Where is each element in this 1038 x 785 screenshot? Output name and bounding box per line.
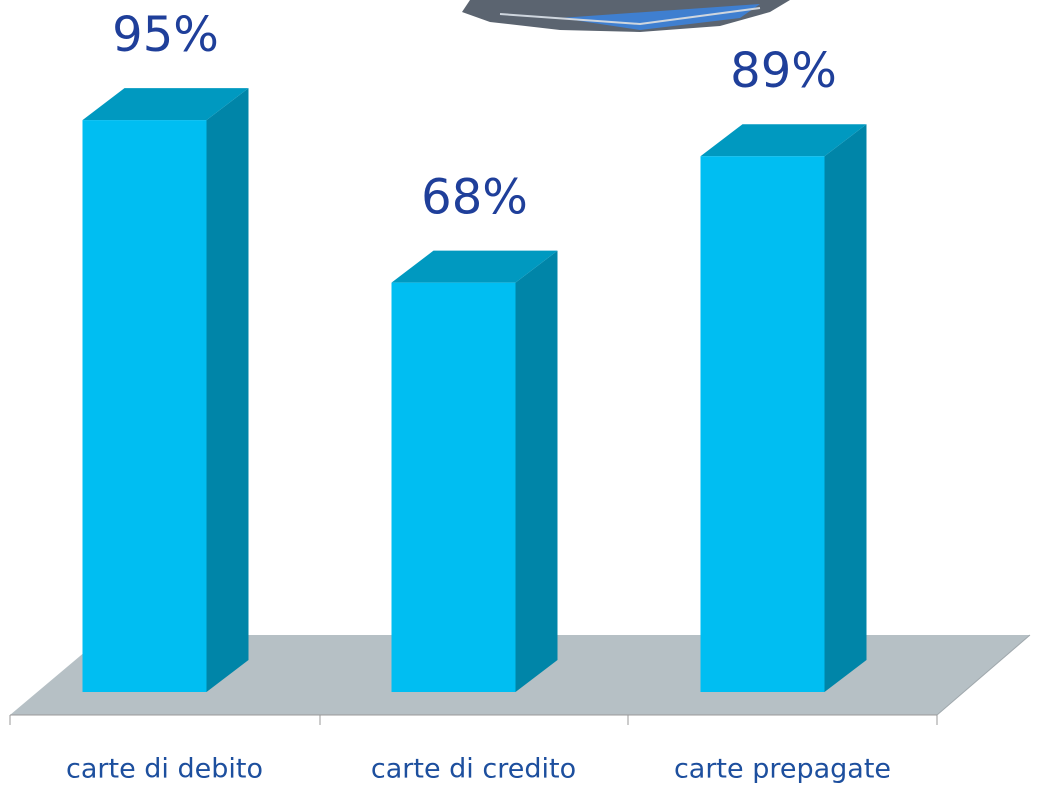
bar xyxy=(82,120,207,693)
bar-side xyxy=(206,88,249,693)
floor-edge xyxy=(936,634,1031,716)
x-tick-label: carte prepagate xyxy=(674,754,891,785)
bar-top xyxy=(82,88,249,121)
card-image xyxy=(462,0,790,32)
bar-side xyxy=(824,124,867,693)
value-label: 68% xyxy=(421,170,528,226)
value-label: 95% xyxy=(112,7,219,63)
x-tick-label: carte di credito xyxy=(371,754,576,785)
bar-top xyxy=(700,124,867,157)
x-ticks xyxy=(9,715,938,725)
value-label: 89% xyxy=(730,43,837,99)
bar-top xyxy=(391,250,558,283)
x-tick-label: carte di debito xyxy=(66,754,263,785)
bar-side xyxy=(515,250,558,692)
bar xyxy=(700,156,825,693)
bar xyxy=(391,282,516,692)
